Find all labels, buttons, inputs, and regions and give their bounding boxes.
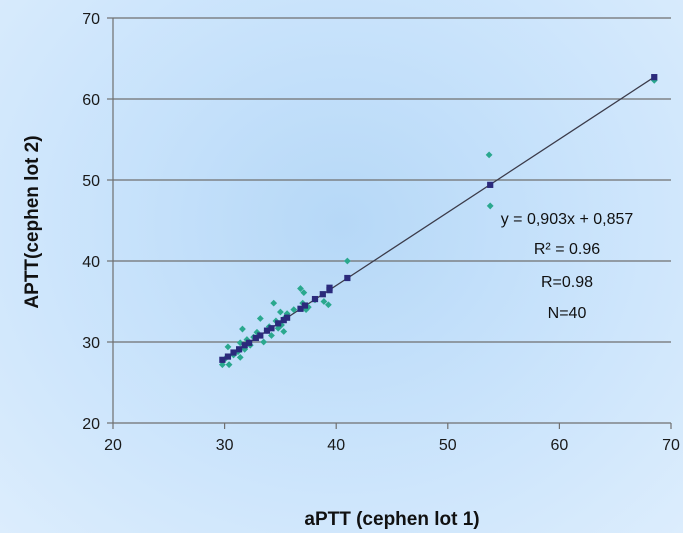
observed-point (225, 361, 233, 369)
fitted-point (219, 356, 226, 363)
observed-point (486, 202, 494, 210)
observed-point (256, 315, 264, 322)
x-tick-labels: 20 30 40 50 60 70 (104, 437, 680, 454)
fitted-point (230, 349, 237, 356)
fitted-point (224, 353, 232, 360)
x-tick-label: 70 (662, 437, 680, 454)
r-value-label: R=0.98 (541, 274, 593, 291)
fitted-point (283, 314, 291, 321)
gridlines (113, 17, 671, 343)
y-tick-label: 40 (82, 254, 100, 271)
fitted-point (311, 295, 319, 303)
fitted-point (263, 327, 271, 334)
observed-point (268, 332, 275, 339)
trendline (220, 76, 655, 362)
fitted-point (280, 317, 287, 324)
fitted-point (651, 74, 658, 81)
fitted-point (319, 291, 326, 298)
x-axis-title: aPTT (cephen lot 1) (304, 509, 479, 530)
trendline-group (220, 76, 655, 362)
regression-equation: y = 0,903x + 0,857 (501, 211, 634, 228)
axes (107, 17, 672, 429)
y-tick-labels: 20 30 40 50 60 70 (82, 11, 100, 433)
observed-point (290, 306, 298, 313)
fitted-point (275, 320, 282, 327)
fitted-point (236, 346, 243, 353)
observed-point (277, 308, 284, 316)
observed-point (324, 301, 332, 309)
observed-point (236, 353, 244, 361)
observed-point (218, 361, 226, 369)
y-tick-label: 70 (82, 11, 100, 28)
observed-point (280, 328, 288, 335)
n-count-label: N=40 (548, 305, 587, 322)
x-tick-label: 30 (216, 437, 234, 454)
observed-point (260, 338, 268, 346)
observed-point (485, 151, 493, 159)
observed-point (243, 336, 251, 343)
observed-point (270, 299, 278, 307)
observed-point (236, 339, 244, 347)
fitted-point (257, 332, 264, 339)
y-tick-label: 30 (82, 335, 100, 352)
observed-point (300, 289, 308, 296)
observed-point (224, 343, 232, 351)
fitted-point (301, 302, 309, 309)
observed-point (343, 257, 351, 265)
r-squared-label: R² = 0.96 (534, 241, 600, 258)
fitted-point (252, 334, 259, 342)
fitted-point (344, 274, 351, 282)
fitted-point (487, 181, 494, 188)
fitted-points (219, 74, 658, 363)
y-tick-label: 20 (82, 416, 100, 433)
x-tick-label: 60 (551, 437, 569, 454)
x-tick-label: 50 (439, 437, 457, 454)
x-tick-label: 20 (104, 437, 122, 454)
observed-point (239, 325, 246, 333)
x-tick-label: 40 (327, 437, 345, 454)
fitted-point (297, 305, 304, 312)
fitted-point (246, 339, 253, 346)
fitted-point (241, 342, 248, 349)
fitted-point (268, 325, 275, 332)
observed-point (297, 285, 304, 292)
y-tick-label: 50 (82, 173, 100, 190)
observed-point (320, 298, 328, 305)
y-tick-label: 60 (82, 92, 100, 109)
fitted-point (326, 284, 333, 291)
y-axis-title: APTT(cephen lot 2) (22, 135, 43, 308)
